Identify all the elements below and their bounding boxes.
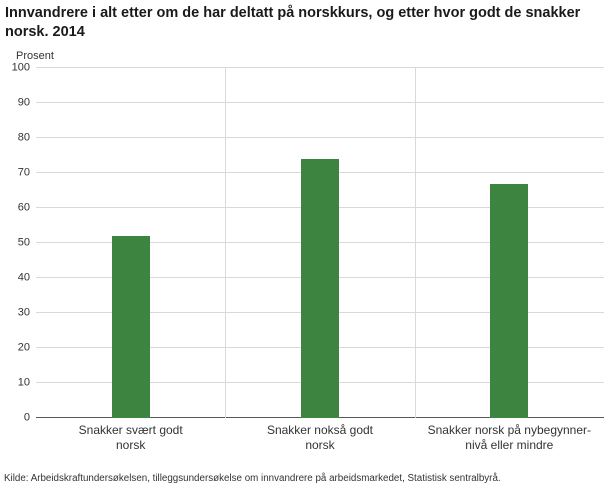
y-tick-label: 80	[17, 131, 30, 144]
category-divider-line	[414, 68, 416, 418]
plot-area: 0 10 20 30 40 50 60 70 80 90 100	[12, 62, 604, 423]
y-tick-label: 100	[11, 61, 30, 74]
y-tick-label: 50	[17, 236, 30, 249]
bar-2	[301, 159, 339, 418]
chart-title: Innvandrere i alt etter om de har deltat…	[5, 5, 581, 40]
x-axis-labels: Snakker svært godt norsk Snakker nokså go…	[36, 423, 604, 453]
y-tick-label: 10	[17, 376, 30, 389]
source-attribution: Kilde: Arbeidskraftundersøkelsen, tilleg…	[4, 473, 501, 484]
y-tick-label: 0	[23, 411, 30, 424]
bar-1	[111, 236, 150, 418]
x-category-label-2: Snakker nokså godt norsk	[266, 423, 374, 452]
gridline	[36, 137, 604, 138]
y-tick-label: 40	[17, 271, 30, 284]
y-tick-label: 30	[17, 306, 30, 319]
gridline	[36, 102, 604, 103]
y-tick-label: 20	[17, 341, 30, 354]
gridline	[36, 67, 604, 68]
y-axis-unit-label: Prosent	[16, 50, 54, 62]
y-tick-label: 60	[17, 201, 30, 214]
x-category-label-1: Snakker svært godt norsk	[78, 423, 183, 452]
x-category-label-3: Snakker norsk på nybegynner- nivå eller …	[427, 423, 592, 452]
y-tick-label: 70	[17, 166, 30, 179]
category-divider-line	[225, 68, 227, 418]
y-tick-label: 90	[17, 96, 30, 109]
bar-3	[490, 183, 529, 418]
